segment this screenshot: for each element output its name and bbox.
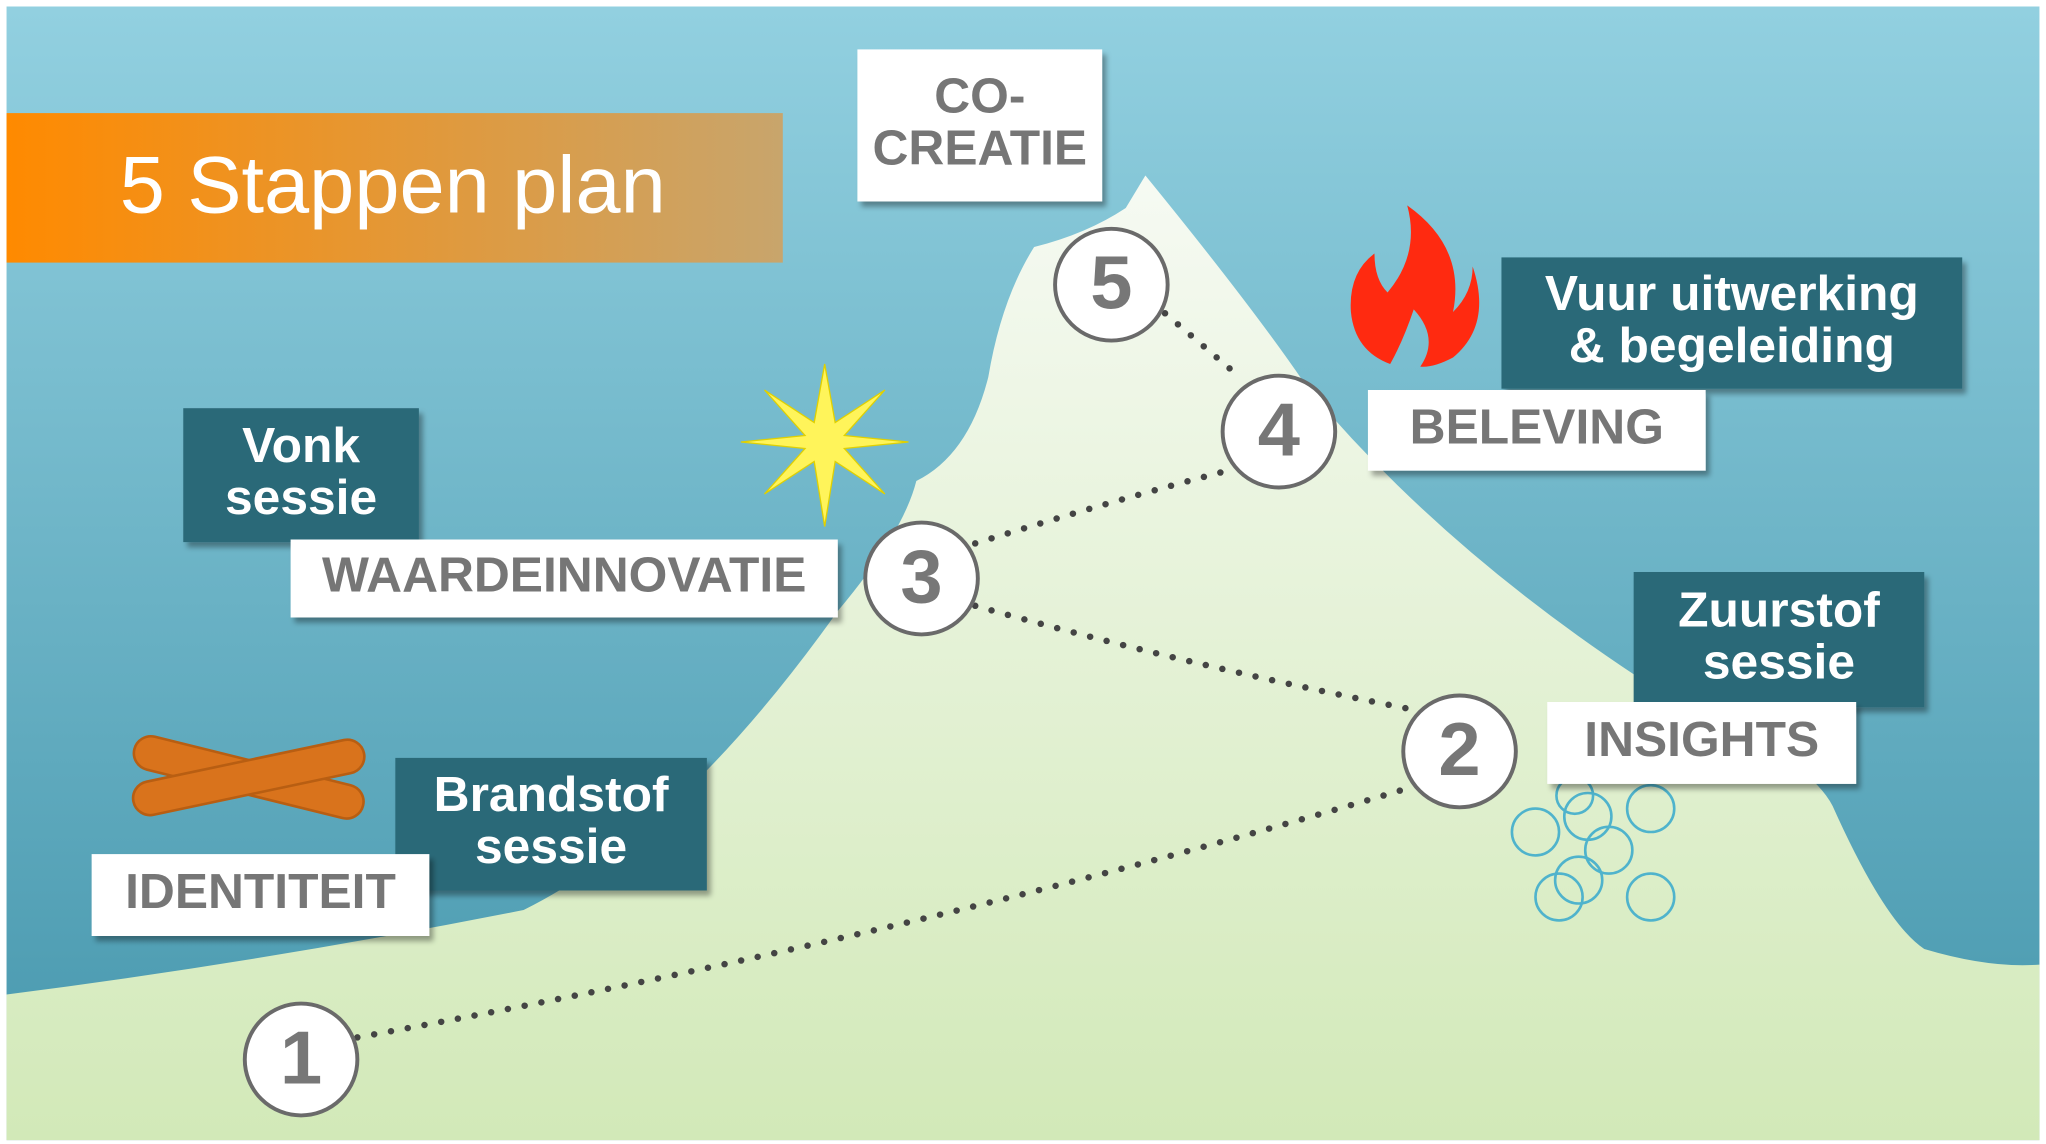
step-label: INSIGHTS: [1584, 711, 1819, 767]
session-label: & begeleiding: [1569, 317, 1895, 373]
slide: 5 Stappen plan BrandstofsessieIDENTITEIT…: [0, 0, 2046, 1144]
session-label: sessie: [1703, 634, 1855, 690]
session-label: Vonk: [242, 417, 360, 473]
step-number: 2: [1438, 708, 1480, 792]
page: 5 Stappen plan BrandstofsessieIDENTITEIT…: [0, 0, 2046, 1144]
session-label: sessie: [225, 469, 377, 525]
step-label: CREATIE: [873, 120, 1088, 176]
title: 5 Stappen plan: [120, 141, 666, 231]
session-label: Zuurstof: [1678, 582, 1880, 638]
step-number: 1: [280, 1017, 322, 1101]
step-label: CO-: [934, 68, 1025, 124]
session-label: sessie: [475, 818, 627, 874]
step-number: 5: [1090, 242, 1132, 326]
session-label: Brandstof: [434, 766, 669, 822]
step-number: 4: [1258, 389, 1300, 473]
step-label: WAARDEINNOVATIE: [322, 547, 806, 603]
step-label: IDENTITEIT: [125, 863, 396, 919]
step-number: 3: [900, 536, 942, 620]
step-label: BELEVING: [1410, 399, 1664, 455]
session-label: Vuur uitwerking: [1545, 265, 1919, 321]
